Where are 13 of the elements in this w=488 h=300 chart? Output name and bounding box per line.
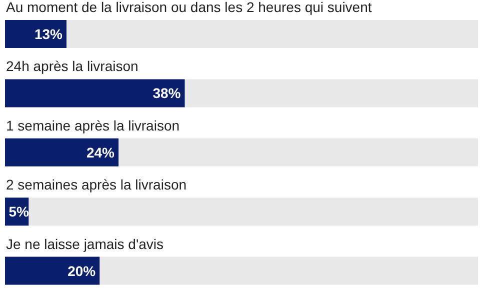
y-tick-label: 24h après la livraison (6, 58, 138, 74)
bar (5, 20, 66, 48)
data-label: 38% (152, 85, 182, 102)
bar (5, 256, 100, 285)
data-label: 24% (86, 144, 116, 160)
y-tick-label: 2 semaines après la livraison (6, 176, 187, 193)
data-label: 5% (8, 204, 30, 220)
y-tick-label: 1 semaine après la livraison (6, 117, 180, 134)
y-tick-label: Au moment de la livraison ou dans les 2 heures qui suivent (6, 0, 372, 15)
bar (5, 138, 119, 166)
y-tick-label: Je ne laisse jamais d'avis (6, 236, 164, 252)
data-label: 20% (68, 262, 96, 279)
data-label: 13% (34, 26, 64, 42)
